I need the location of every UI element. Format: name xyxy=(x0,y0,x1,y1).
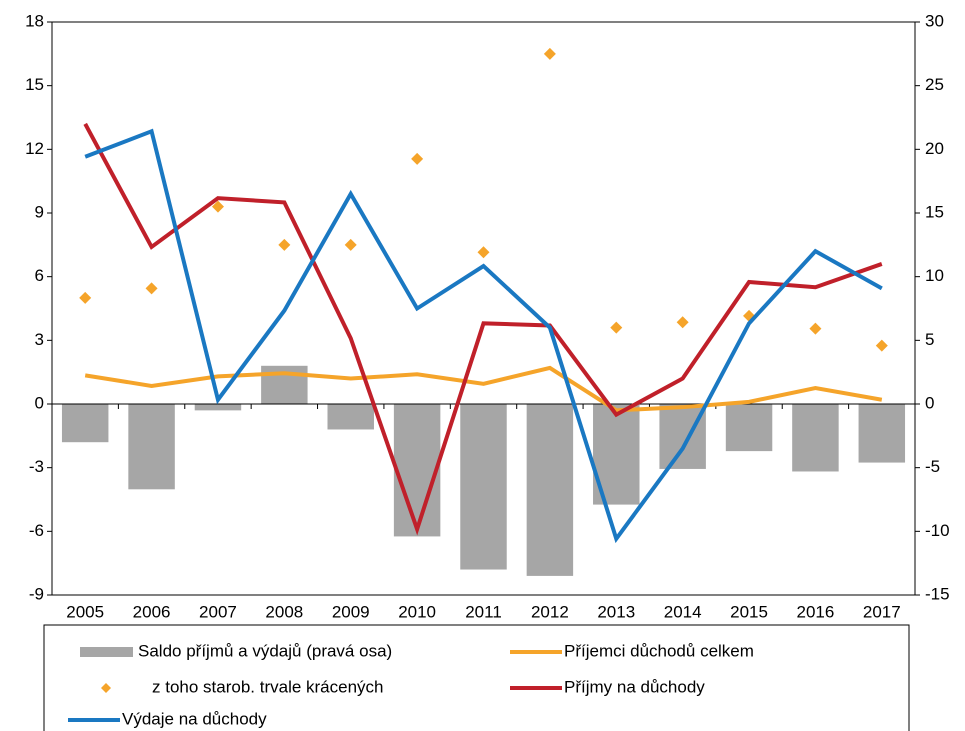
point xyxy=(875,339,888,352)
bar xyxy=(725,404,773,452)
y2-tick-label: 25 xyxy=(925,75,944,94)
legend-swatch xyxy=(80,647,133,657)
bar xyxy=(659,404,706,469)
point xyxy=(278,238,291,251)
y-tick-label: 0 xyxy=(35,393,44,412)
y-tick-label: 6 xyxy=(35,266,44,285)
x-tick-label: 2005 xyxy=(66,602,104,621)
x-tick-label: 2012 xyxy=(531,602,569,621)
point xyxy=(543,47,556,60)
point xyxy=(344,238,357,251)
line xyxy=(84,128,883,544)
y2-tick-label: 10 xyxy=(925,266,944,285)
y2-tick-label: -5 xyxy=(925,457,940,476)
y-tick-label: -6 xyxy=(29,521,44,540)
x-tick-label: 2016 xyxy=(797,602,835,621)
legend-swatch xyxy=(101,683,111,693)
x-tick-label: 2015 xyxy=(730,602,768,621)
point xyxy=(809,322,822,335)
y-tick-label: 3 xyxy=(35,330,44,349)
x-tick-label: 2017 xyxy=(863,602,901,621)
bar xyxy=(393,404,441,537)
y2-tick-label: 20 xyxy=(925,139,944,158)
x-tick-label: 2009 xyxy=(332,602,370,621)
x-tick-label: 2011 xyxy=(465,602,502,621)
y2-tick-label: 15 xyxy=(925,202,944,221)
line xyxy=(84,365,883,413)
y2-tick-label: 5 xyxy=(925,330,934,349)
plot-frame xyxy=(51,21,916,596)
y-tick-label: -3 xyxy=(29,457,44,476)
legend-label: Saldo příjmů a výdajů (pravá osa) xyxy=(138,641,392,660)
bar xyxy=(858,404,906,463)
legend-label: Výdaje na důchody xyxy=(122,709,267,728)
y-tick-label: 18 xyxy=(25,11,44,30)
legend-box xyxy=(43,624,910,731)
bar xyxy=(792,404,839,472)
bar xyxy=(460,404,507,570)
legend-label: Příjemci důchodů celkem xyxy=(564,641,754,660)
y-tick-label: 9 xyxy=(35,202,44,221)
point xyxy=(610,321,623,334)
x-tick-label: 2013 xyxy=(597,602,635,621)
bar xyxy=(327,404,374,430)
point xyxy=(477,246,490,259)
x-tick-label: 2006 xyxy=(133,602,171,621)
y-tick-label: -9 xyxy=(29,584,44,603)
point xyxy=(411,152,424,165)
line xyxy=(83,122,883,536)
legend-label: Příjmy na důchody xyxy=(564,677,705,696)
y2-tick-label: -10 xyxy=(925,521,950,540)
y-tick-label: 12 xyxy=(25,139,44,158)
bar xyxy=(61,404,109,443)
point xyxy=(145,282,158,295)
legend-label: z toho starob. trvale krácených xyxy=(152,677,384,696)
y-tick-label: 15 xyxy=(25,75,44,94)
bar xyxy=(194,404,242,411)
x-tick-label: 2007 xyxy=(199,602,237,621)
x-tick-label: 2010 xyxy=(398,602,436,621)
point xyxy=(676,316,689,329)
bar xyxy=(128,404,175,490)
point xyxy=(79,291,92,304)
y2-tick-label: 30 xyxy=(925,11,944,30)
x-tick-label: 2014 xyxy=(664,602,702,621)
point xyxy=(211,200,224,213)
y2-tick-label: 0 xyxy=(925,393,934,412)
bar xyxy=(526,404,574,576)
x-tick-label: 2008 xyxy=(265,602,303,621)
y2-tick-label: -15 xyxy=(925,584,950,603)
